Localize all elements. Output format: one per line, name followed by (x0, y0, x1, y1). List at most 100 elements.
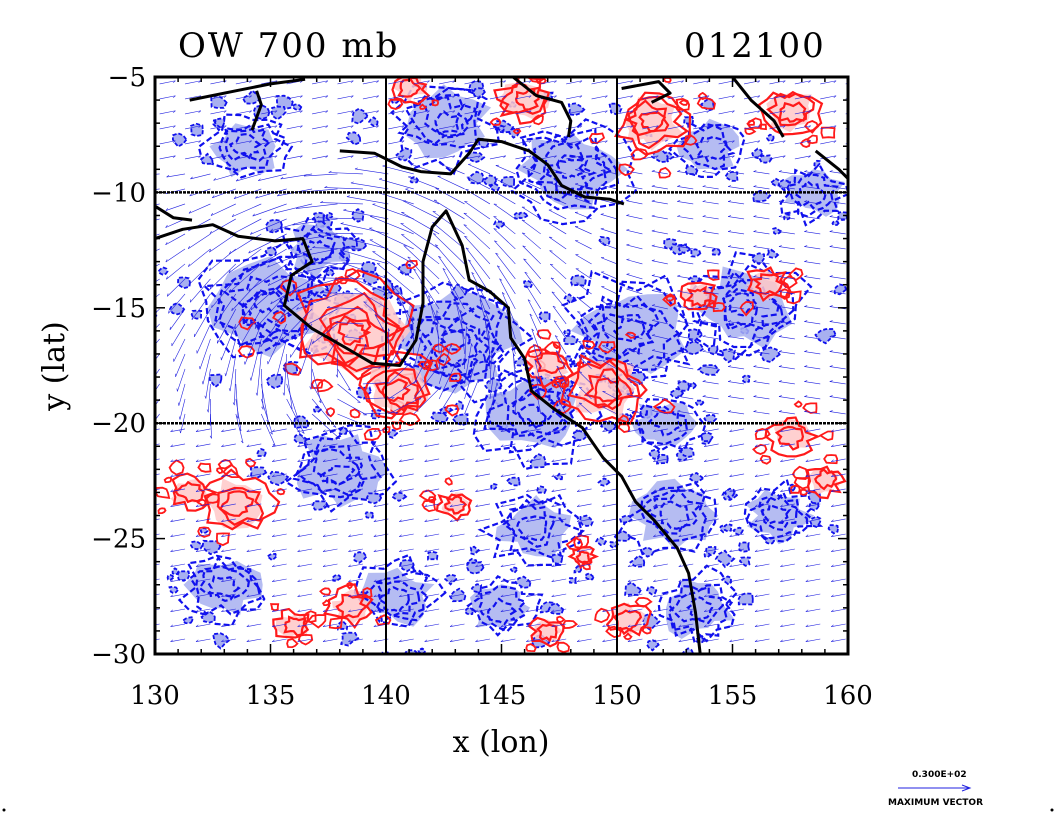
positive-ow-contour (155, 459, 220, 515)
wind-vector-head (552, 305, 556, 308)
wind-vector (728, 336, 745, 340)
wind-vector (577, 326, 592, 340)
wind-vector (155, 383, 160, 392)
wind-vector-head (500, 624, 504, 627)
wind-vector-head (804, 350, 808, 352)
wind-vector (337, 155, 354, 160)
wind-vector (221, 473, 236, 477)
wind-vector-head (627, 549, 631, 552)
wind-vector-head (526, 429, 529, 432)
wind-vector (829, 366, 846, 370)
wind-vector-head (626, 169, 630, 172)
wind-vector (322, 458, 338, 462)
wind-vector-head (757, 110, 761, 113)
wind-vector-head (576, 564, 580, 567)
wind-vector-head (223, 140, 227, 143)
wind-vector (424, 593, 440, 597)
wind-vector-head (753, 305, 757, 307)
wind-vector-head (288, 256, 292, 259)
wind-vector (753, 366, 770, 370)
wind-vector-head (831, 564, 834, 567)
wind-vector-head (859, 141, 861, 143)
wind-vector-head (348, 388, 351, 391)
wind-vector-head (170, 534, 174, 537)
wind-vector (728, 411, 745, 415)
wind-vector-head (704, 504, 707, 507)
wind-vector (626, 318, 643, 325)
wind-vector-head (142, 255, 144, 257)
wind-vector-head (731, 110, 735, 113)
wind-vector-head (602, 534, 606, 537)
wind-vector (651, 200, 668, 205)
y-axis-label: y (lat) (37, 321, 72, 411)
wind-vector (209, 248, 237, 271)
wind-vector (475, 623, 491, 627)
wind-vector (188, 248, 211, 267)
wind-vector (328, 172, 363, 175)
wind-vector (250, 278, 287, 311)
wind-vector (221, 623, 236, 627)
wind-vector (372, 251, 414, 280)
wind-vector (195, 443, 211, 447)
wind-vector (463, 212, 491, 235)
wind-vector (729, 473, 745, 477)
wind-vector (729, 503, 745, 507)
wind-vector (466, 176, 491, 190)
wind-vector-head (363, 301, 367, 303)
wind-vector (642, 125, 659, 130)
wind-vector-head (579, 386, 583, 389)
wind-vector-head (365, 344, 367, 348)
wind-vector-head (602, 564, 606, 567)
wind-vector (171, 323, 186, 347)
wind-vector (704, 518, 719, 522)
wind-vector (475, 593, 491, 597)
wind-vector (342, 262, 389, 280)
wind-vector (209, 218, 236, 234)
wind-vector-head (312, 340, 314, 344)
wind-vector-head (804, 275, 808, 277)
wind-vector (354, 168, 389, 175)
x-tick-labels: 130 135 140 145 150 155 160 (130, 681, 873, 711)
wind-vector-head (604, 125, 608, 128)
wind-vector (221, 548, 236, 552)
wind-vector-head (354, 167, 358, 170)
wind-vector (601, 330, 618, 340)
wind-vector (272, 473, 287, 477)
negative-ow-contour (444, 561, 565, 649)
wind-vector (702, 276, 719, 280)
wind-vector (702, 321, 719, 325)
wind-vector-head (527, 299, 531, 302)
wind-vector (489, 125, 506, 130)
wind-vector (500, 638, 516, 643)
wind-vector (246, 488, 262, 492)
wind-vector-head (452, 155, 456, 158)
positive-ow-contour (237, 259, 462, 418)
wind-vector (159, 155, 176, 160)
wind-vector (337, 368, 352, 391)
wind-vector-head (326, 413, 330, 416)
wind-vector (549, 263, 567, 280)
wind-vector (297, 563, 313, 567)
wind-vector-head (859, 111, 861, 113)
wind-vector (804, 336, 821, 340)
wind-vector (229, 263, 262, 293)
wind-vector (376, 263, 414, 295)
wind-vector (778, 171, 795, 175)
wind-vector (831, 428, 846, 432)
wind-vector (778, 216, 795, 220)
wind-vector-head (399, 504, 402, 507)
wind-vector (235, 110, 252, 115)
wind-vector (805, 623, 821, 627)
wind-vector-head (523, 258, 527, 261)
wind-vector (651, 275, 668, 280)
wind-vector (195, 458, 211, 462)
wind-vector-head (677, 230, 681, 232)
wind-vector-head (373, 639, 377, 642)
wind-vector-head (804, 260, 808, 262)
wind-vector-head (297, 564, 301, 567)
wind-vector-head (250, 307, 253, 311)
wind-vector (704, 563, 719, 567)
wind-vector (728, 321, 745, 325)
wind-vector (616, 125, 633, 130)
wind-vector (346, 196, 389, 205)
